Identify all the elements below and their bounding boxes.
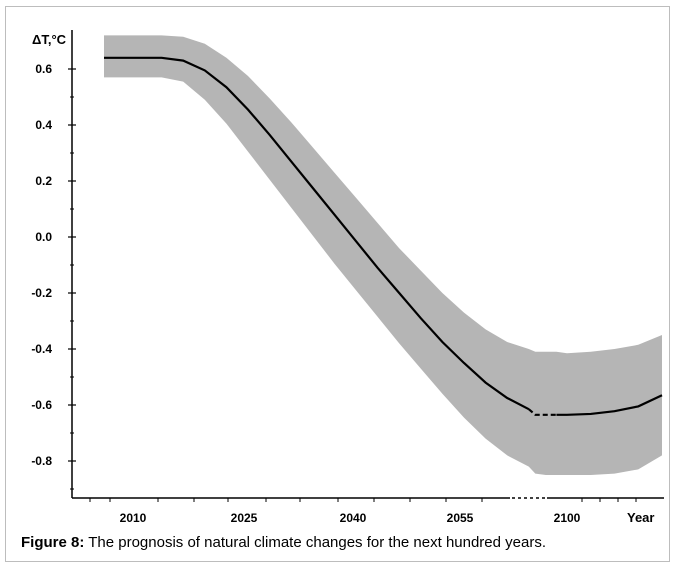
y-ticks: 0.6 0.4 0.2 0.0 -0.2 -0.4 -0.6 -0.8 (31, 62, 76, 490)
x-tick-label: 2025 (231, 511, 258, 525)
x-ticks: 2010 2025 2040 2055 2100 (89, 498, 637, 525)
x-tick-label: 2055 (447, 511, 474, 525)
axes (71, 30, 664, 499)
y-tick-label: -0.8 (31, 454, 52, 468)
series-line-dashed (528, 408, 557, 416)
y-tick-label: 0.6 (35, 62, 52, 76)
confidence-band (104, 35, 662, 476)
y-tick-label: 0.2 (35, 174, 52, 188)
x-tick-label: 2100 (554, 511, 581, 525)
y-axis-title: ΔT,°C (32, 32, 67, 47)
series-line-solid-right (556, 394, 663, 416)
series-line-solid-left (104, 56, 530, 411)
x-tick-label: 2040 (340, 511, 367, 525)
figure-caption: Figure 8: The prognosis of natural clima… (21, 534, 546, 551)
climate-chart: 0.6 0.4 0.2 0.0 -0.2 -0.4 -0.6 -0.8 2010 2025 204… (31, 30, 664, 525)
x-tick-label: 2010 (120, 511, 147, 525)
y-tick-label: -0.6 (31, 398, 52, 412)
y-tick-label: -0.4 (31, 342, 52, 356)
x-axis-title: Year (627, 510, 654, 525)
caption-label: Figure 8: (21, 534, 85, 551)
y-tick-label: 0.0 (35, 230, 52, 244)
caption-text: The prognosis of natural climate changes… (84, 534, 547, 551)
y-tick-label: 0.4 (35, 118, 52, 132)
y-tick-label: -0.2 (31, 286, 52, 300)
